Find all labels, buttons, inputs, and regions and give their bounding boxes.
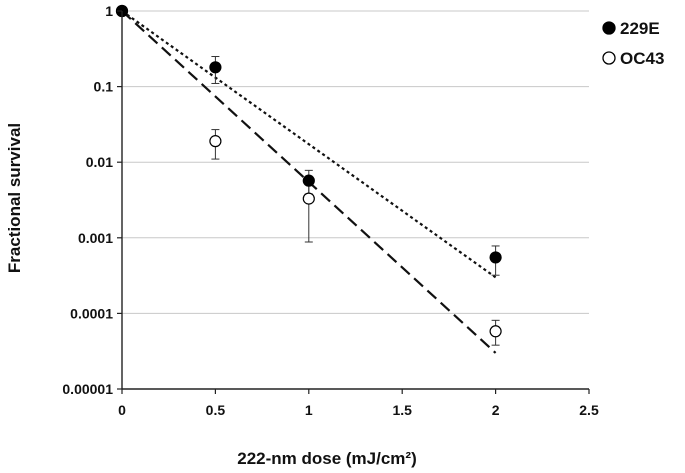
y-tick-label-3: 0.01 [86,154,113,170]
x-axis-title: 222-nm dose (mJ/cm²) [237,449,417,468]
y-tick-label-5: 1 [105,3,113,19]
y-tick-labels: 0.00001 0.0001 0.001 0.01 0.1 1 [62,3,113,397]
y-tick-label-1: 0.0001 [70,305,113,321]
point-229E-3 [489,251,502,264]
fit-line-229E [121,10,497,279]
legend-marker-229E [602,21,616,35]
grid-lines [122,10,589,390]
legend-label-229E: 229E [620,19,660,38]
point-OC43-1 [209,135,222,148]
y-tick-label-0: 0.00001 [62,381,113,397]
x-tick-label-5: 2.5 [579,402,599,418]
y-tick-label-4: 0.1 [94,79,114,95]
x-tick-label-2: 1 [305,402,313,418]
x-tick-label-1: 0.5 [206,402,226,418]
legend-label-OC43: OC43 [620,49,664,68]
point-229E-2 [302,174,315,187]
axes [117,10,590,394]
y-tick-label-2: 0.001 [78,230,113,246]
x-tick-label-0: 0 [118,402,126,418]
error-bar-OC43-2 [304,181,313,243]
point-OC43-3 [489,325,502,338]
point-229E-1 [209,61,222,74]
x-tick-labels: 0 0.5 1 1.5 2 2.5 [118,402,599,418]
error-bars [211,56,500,346]
y-axis-title: Fractional survival [5,123,24,273]
data-points [115,4,502,338]
legend: 229E OC43 [602,19,664,68]
legend-marker-OC43 [602,51,616,65]
x-tick-label-3: 1.5 [392,402,412,418]
point-OC43-2 [302,192,315,205]
x-tick-label-4: 2 [492,402,500,418]
